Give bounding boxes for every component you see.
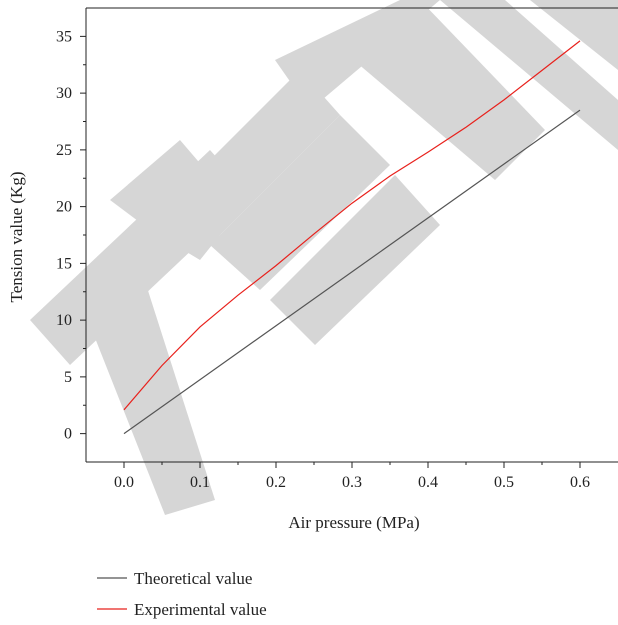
y-tick-label: 30 <box>56 85 72 102</box>
plot-area: 0.0 0.1 0.2 0.3 0.4 0.5 0.6 0 5 10 15 20 25 30 35 <box>56 7 618 491</box>
y-tick-label: 25 <box>56 142 72 159</box>
legend: Theoretical value Experimental value <box>97 569 267 619</box>
y-tick-label: 10 <box>56 312 72 329</box>
y-tick-label: 5 <box>64 369 72 386</box>
x-tick-label: 0.1 <box>190 474 210 491</box>
experimental-value-line <box>123 40 581 411</box>
x-axis-title: Air pressure (MPa) <box>288 513 419 532</box>
x-tick-label: 0.6 <box>570 474 590 491</box>
x-tick-label: 0.4 <box>418 474 438 491</box>
retracted-watermark <box>30 0 618 515</box>
x-tick-label: 0.3 <box>342 474 362 491</box>
x-tick-label: 0.5 <box>494 474 514 491</box>
theoretical-value-line <box>123 109 581 435</box>
legend-theoretical-label: Theoretical value <box>134 569 252 588</box>
x-tick-label: 0.2 <box>266 474 286 491</box>
x-tick-label: 0.0 <box>114 474 134 491</box>
y-tick-label: 20 <box>56 199 72 216</box>
legend-experimental-label: Experimental value <box>134 600 267 619</box>
y-axis-title: Tension value (Kg) <box>7 172 26 303</box>
y-tick-label: 15 <box>56 255 72 272</box>
y-tick-label: 35 <box>56 28 72 45</box>
y-tick-label: 0 <box>64 426 72 443</box>
